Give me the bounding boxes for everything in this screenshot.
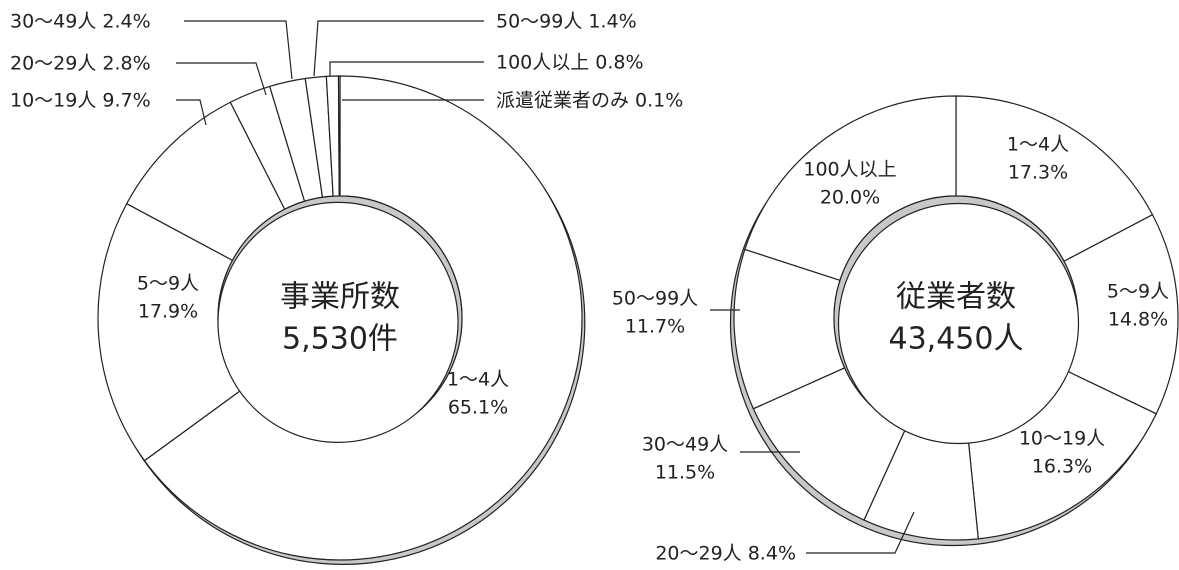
employees-center-hole <box>837 202 1080 445</box>
slice-label-employees-6-name: 100人以上 <box>803 159 896 181</box>
slice-label-establishments-5-name: 50〜99人 1.4% <box>496 11 637 33</box>
slice-label-employees-4-name: 30〜49人 <box>642 434 728 456</box>
slice-label-establishments-6-name: 100人以上 0.8% <box>496 52 644 74</box>
employees-donut-chart: 従業者数 43,450人 1〜4人 17.3% 5〜9人 14.8% 10〜19人 16.3%… <box>612 95 1179 565</box>
slice-label-establishments-7-name: 派遣従業者のみ 0.1% <box>496 90 683 112</box>
slice-label-employees-1-value: 14.8% <box>1108 309 1168 331</box>
establishments-leader-line-6 <box>329 61 484 76</box>
establishments-center-value: 5,530件 <box>282 322 398 357</box>
employees-leader-line-3 <box>806 511 915 554</box>
establishments-center-title: 事業所数 <box>280 280 400 315</box>
slice-label-employees-2-name: 10〜19人 <box>1019 428 1105 450</box>
slice-label-employees-5-name: 50〜99人 <box>612 288 698 310</box>
slice-label-establishments-1-value: 17.9% <box>138 301 198 323</box>
slice-label-employees-0-name: 1〜4人 <box>1007 134 1069 156</box>
slice-label-establishments-2-name: 10〜19人 9.7% <box>10 90 151 112</box>
slice-label-establishments-0-value: 65.1% <box>448 397 508 419</box>
slice-label-establishments-4-name: 30〜49人 2.4% <box>10 11 151 33</box>
slice-label-establishments-3-name: 20〜29人 2.8% <box>10 53 151 75</box>
establishments-slice-7 <box>337 75 341 197</box>
establishments-donut-chart: 事業所数 5,530件 1〜4人 65.1% 5〜9人 17.9% 10〜19人 9.7% 2… <box>10 11 683 565</box>
slice-label-establishments-1-name: 5〜9人 <box>137 273 199 295</box>
slice-label-employees-1-name: 5〜9人 <box>1107 281 1169 303</box>
establishments-leader-line-3 <box>176 62 267 96</box>
slice-label-establishments-0-name: 1〜4人 <box>447 369 509 391</box>
slice-label-employees-5-value: 11.7% <box>625 316 685 338</box>
establishments-leader-line-2 <box>176 99 207 126</box>
slice-label-employees-6-value: 20.0% <box>820 187 880 209</box>
establishments-leader-line-5 <box>313 20 484 77</box>
employees-center-title: 従業者数 <box>896 280 1016 315</box>
slice-label-employees-4-value: 11.5% <box>655 462 715 484</box>
slice-label-employees-0-value: 17.3% <box>1008 162 1068 184</box>
establishments-center-hole <box>217 201 459 443</box>
employees-center-value: 43,450人 <box>889 322 1024 357</box>
establishments-leader-line-4 <box>184 20 293 80</box>
slice-label-employees-3-name: 20〜29人 8.4% <box>655 543 796 565</box>
slice-label-employees-2-value: 16.3% <box>1032 456 1092 478</box>
